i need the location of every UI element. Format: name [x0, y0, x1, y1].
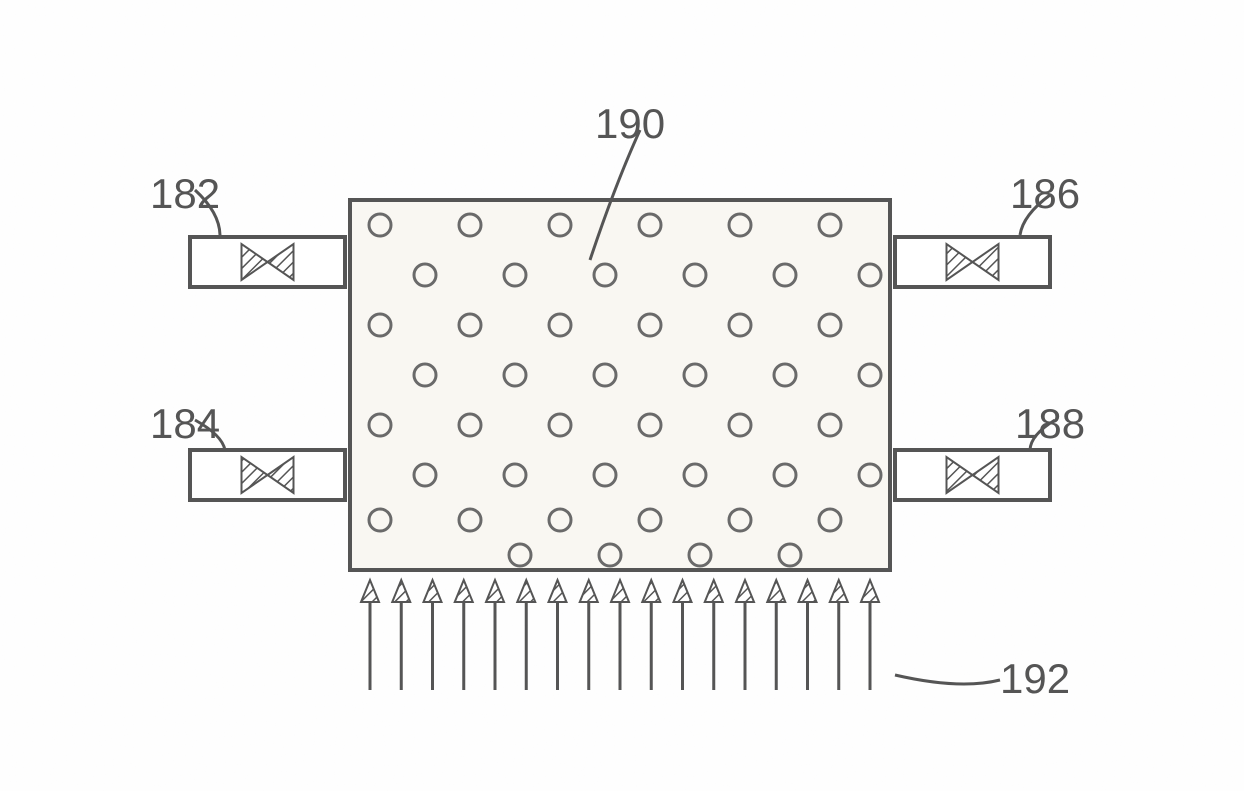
label-188: 188 — [1015, 400, 1085, 448]
label-182: 182 — [150, 170, 220, 218]
label-186: 186 — [1010, 170, 1080, 218]
label-192: 192 — [1000, 655, 1070, 703]
label-184: 184 — [150, 400, 220, 448]
label-190: 190 — [595, 100, 665, 148]
